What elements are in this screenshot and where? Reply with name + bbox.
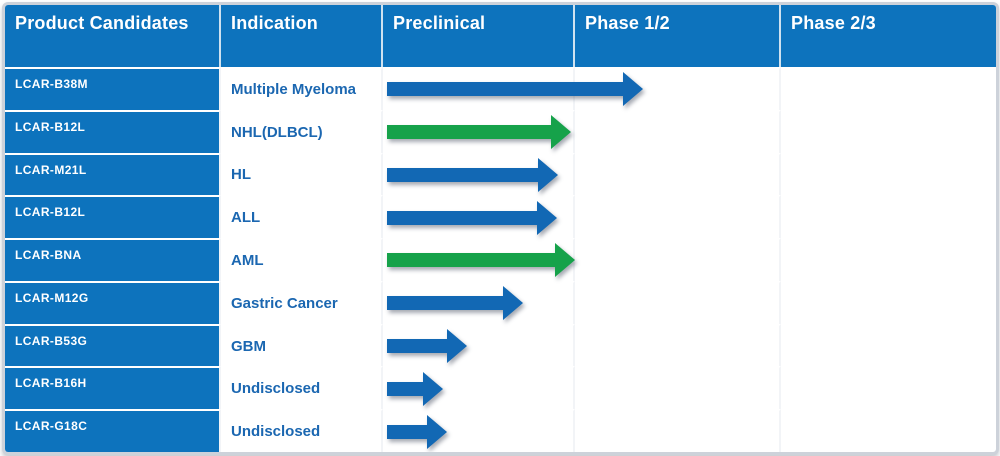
indication-cell: Undisclosed xyxy=(221,366,383,410)
progress-arrow-icon xyxy=(387,200,557,235)
phase-1-2-cell xyxy=(575,280,781,324)
phase-1-2-cell xyxy=(575,67,781,110)
preclinical-cell xyxy=(383,280,575,324)
indication-label: Undisclosed xyxy=(231,380,321,398)
progress-arrow-icon xyxy=(387,286,523,321)
phase-1-2-cell xyxy=(575,366,781,410)
candidate-label: LCAR-B16H xyxy=(15,376,87,391)
candidate-label: LCAR-B38M xyxy=(15,77,88,91)
phase-2-3-cell xyxy=(781,409,996,452)
indication-cell: HL xyxy=(221,152,383,196)
progress-arrow-icon xyxy=(387,329,467,364)
candidate-cell: LCAR-M21L xyxy=(5,152,221,196)
progress-arrow-icon xyxy=(387,414,447,449)
column-header-phase-1-2: Phase 1/2 xyxy=(575,5,781,67)
preclinical-cell xyxy=(383,323,575,367)
indication-cell: NHL(DLBCL) xyxy=(221,109,383,153)
phase-2-3-cell xyxy=(781,323,996,367)
candidate-label: LCAR-BNA xyxy=(15,248,82,263)
indication-cell: Gastric Cancer xyxy=(221,280,383,324)
phase-2-3-cell xyxy=(781,238,996,281)
preclinical-cell xyxy=(383,152,575,196)
progress-arrow-icon xyxy=(387,72,643,107)
candidate-label: LCAR-B12L xyxy=(15,119,86,134)
phase-2-3-cell xyxy=(781,366,996,409)
progress-arrow-icon xyxy=(387,243,575,278)
indication-cell: Multiple Myeloma xyxy=(221,67,383,110)
indication-label: Multiple Myeloma xyxy=(231,80,357,98)
preclinical-cell xyxy=(383,109,575,153)
indication-cell: GBM xyxy=(221,323,383,367)
candidate-cell: LCAR-G18C xyxy=(5,409,221,452)
phase-1-2-cell xyxy=(575,238,781,281)
candidate-label: LCAR-M21L xyxy=(15,162,87,177)
candidate-cell: LCAR-M12G xyxy=(5,280,221,324)
indication-label: NHL(DLBCL) xyxy=(231,123,323,141)
preclinical-cell xyxy=(383,195,575,239)
indication-label: AML xyxy=(231,251,264,269)
column-header-phase-2-3: Phase 2/3 xyxy=(781,5,996,67)
pipeline-grid: Product Candidates Indication Preclinica… xyxy=(5,5,996,452)
progress-arrow-icon xyxy=(387,157,558,192)
phase-1-2-cell xyxy=(575,152,781,196)
column-header-preclinical: Preclinical xyxy=(383,5,575,67)
candidate-cell: LCAR-B12L xyxy=(5,195,221,239)
phase-1-2-cell xyxy=(575,409,781,452)
preclinical-cell xyxy=(383,67,643,110)
preclinical-cell xyxy=(383,238,575,281)
column-header-indication: Indication xyxy=(221,5,383,67)
phase-1-2-cell xyxy=(575,109,781,153)
candidate-cell: LCAR-B12L xyxy=(5,109,221,153)
indication-cell: Undisclosed xyxy=(221,409,383,452)
candidate-cell: LCAR-BNA xyxy=(5,238,221,281)
column-header-product-candidates: Product Candidates xyxy=(5,5,221,67)
phase-2-3-cell xyxy=(781,67,996,110)
indication-label: ALL xyxy=(231,209,261,227)
candidate-cell: LCAR-B53G xyxy=(5,323,221,367)
indication-cell: ALL xyxy=(221,195,383,239)
indication-label: HL xyxy=(231,166,251,184)
candidate-label: LCAR-M12G xyxy=(15,290,89,305)
indication-label: GBM xyxy=(231,337,266,355)
preclinical-cell xyxy=(383,409,575,452)
phase-2-3-cell xyxy=(781,280,996,324)
candidate-cell: LCAR-B38M xyxy=(5,67,221,110)
progress-arrow-icon xyxy=(387,371,443,406)
candidate-label: LCAR-G18C xyxy=(15,419,88,434)
candidate-cell: LCAR-B16H xyxy=(5,366,221,410)
phase-1-2-cell xyxy=(575,195,781,239)
candidate-label: LCAR-B53G xyxy=(15,333,88,348)
indication-label: Gastric Cancer xyxy=(231,294,338,312)
candidate-label: LCAR-B12L xyxy=(15,205,86,220)
indication-label: Undisclosed xyxy=(231,423,321,441)
phase-2-3-cell xyxy=(781,109,996,153)
indication-cell: AML xyxy=(221,238,383,281)
progress-arrow-icon xyxy=(387,115,571,150)
phase-1-2-cell xyxy=(575,323,781,367)
phase-2-3-cell xyxy=(781,152,996,196)
phase-2-3-cell xyxy=(781,195,996,238)
preclinical-cell xyxy=(383,366,575,410)
